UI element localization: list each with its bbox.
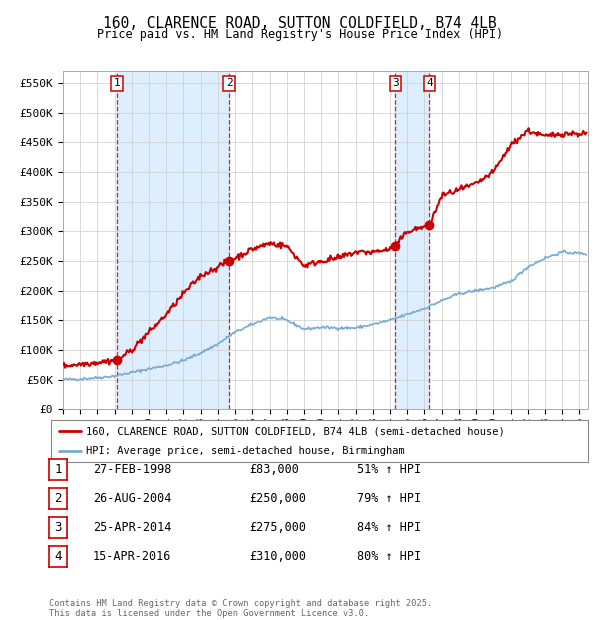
Text: 2: 2: [226, 78, 232, 88]
Text: 79% ↑ HPI: 79% ↑ HPI: [357, 492, 421, 505]
Bar: [395, 71, 430, 409]
Text: Price paid vs. HM Land Registry's House Price Index (HPI): Price paid vs. HM Land Registry's House …: [97, 28, 503, 41]
Text: 27-FEB-1998: 27-FEB-1998: [93, 463, 172, 476]
Bar: [117, 71, 229, 409]
Text: 80% ↑ HPI: 80% ↑ HPI: [357, 551, 421, 563]
Text: £83,000: £83,000: [249, 463, 299, 476]
Text: HPI: Average price, semi-detached house, Birmingham: HPI: Average price, semi-detached house,…: [86, 446, 404, 456]
Text: 160, CLARENCE ROAD, SUTTON COLDFIELD, B74 4LB: 160, CLARENCE ROAD, SUTTON COLDFIELD, B7…: [103, 16, 497, 30]
Text: 1: 1: [55, 463, 62, 476]
Text: 3: 3: [55, 521, 62, 534]
Text: 3: 3: [392, 78, 399, 88]
Text: Contains HM Land Registry data © Crown copyright and database right 2025.
This d: Contains HM Land Registry data © Crown c…: [49, 599, 433, 618]
Text: 160, CLARENCE ROAD, SUTTON COLDFIELD, B74 4LB (semi-detached house): 160, CLARENCE ROAD, SUTTON COLDFIELD, B7…: [86, 426, 505, 436]
Text: 4: 4: [55, 551, 62, 563]
Text: 25-APR-2014: 25-APR-2014: [93, 521, 172, 534]
Text: 84% ↑ HPI: 84% ↑ HPI: [357, 521, 421, 534]
Text: £250,000: £250,000: [249, 492, 306, 505]
Text: 4: 4: [426, 78, 433, 88]
Text: £310,000: £310,000: [249, 551, 306, 563]
Text: £275,000: £275,000: [249, 521, 306, 534]
Text: 1: 1: [114, 78, 121, 88]
Text: 26-AUG-2004: 26-AUG-2004: [93, 492, 172, 505]
Text: 15-APR-2016: 15-APR-2016: [93, 551, 172, 563]
Text: 2: 2: [55, 492, 62, 505]
Text: 51% ↑ HPI: 51% ↑ HPI: [357, 463, 421, 476]
